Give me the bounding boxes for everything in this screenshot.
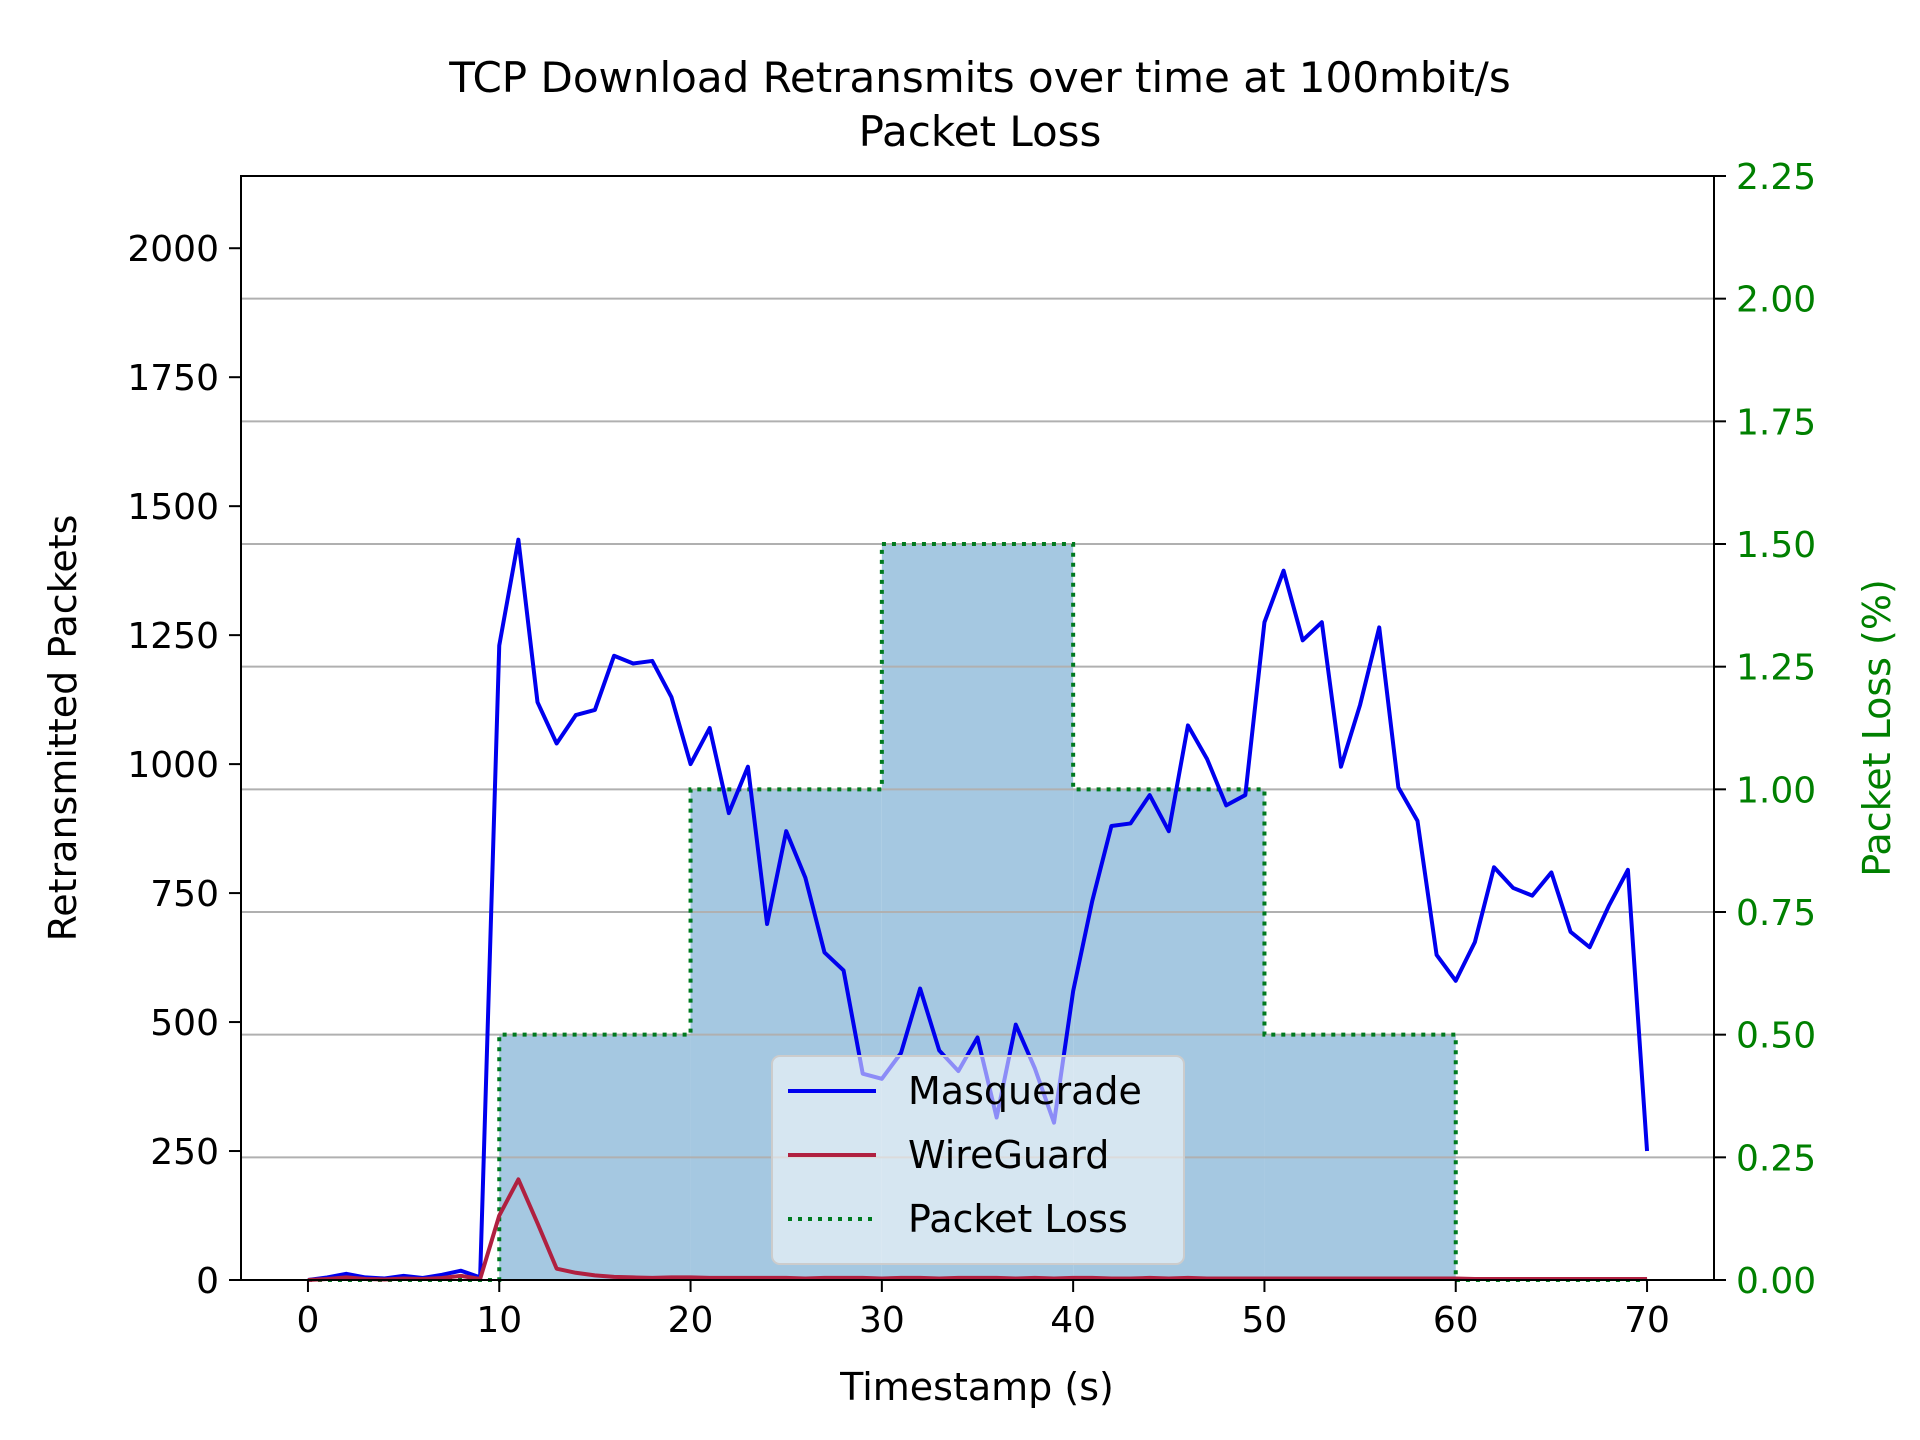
- x-tick-label: 50: [1242, 1300, 1288, 1341]
- y-tick-label: 750: [150, 874, 219, 915]
- y-tick-label: 0: [196, 1261, 219, 1302]
- legend-box: [771, 1055, 1185, 1265]
- y2-axis-ticks: 0.00 0.25 0.50 0.75 1.00 1.25 1.50 1.75 2.00 2.25: [1714, 157, 1816, 1302]
- y2-tick-label: 1.75: [1736, 402, 1816, 443]
- masquerade-series-line: [307, 537, 1650, 1282]
- y-tick-label: 1750: [127, 358, 219, 399]
- packet-loss-series-line: [307, 542, 1648, 1282]
- y2-tick-label: 1.50: [1736, 525, 1816, 566]
- y-tick-label: 1000: [127, 745, 219, 786]
- y-tick-label: 1500: [127, 487, 219, 528]
- series-layer: [307, 537, 1650, 1282]
- y-tick-label: 500: [150, 1003, 219, 1044]
- x-tick-label: 0: [297, 1300, 320, 1341]
- legend-label-masquerade: Masquerade: [908, 1069, 1142, 1113]
- y-tick-label: 2000: [127, 229, 219, 270]
- y2-tick-label: 0.75: [1736, 893, 1816, 934]
- packet-loss-line-layer: [307, 542, 1648, 1282]
- x-tick-label: 60: [1433, 1300, 1479, 1341]
- y2-tick-label: 0.25: [1736, 1138, 1816, 1179]
- wireguard-series-line: [307, 1177, 1648, 1282]
- x-tick-label: 40: [1050, 1300, 1096, 1341]
- legend: Masquerade WireGuard Packet Loss: [771, 1055, 1185, 1265]
- chart-title: TCP Download Retransmits over time at 10…: [448, 53, 1510, 102]
- plot-area-frame: [240, 175, 1715, 1281]
- y2-tick-label: 1.25: [1736, 648, 1816, 689]
- x-tick-label: 30: [859, 1300, 905, 1341]
- y2-axis-label: Packet Loss (%): [1855, 579, 1899, 877]
- y2-tick-label: 0.00: [1736, 1261, 1816, 1302]
- x-tick-label: 70: [1624, 1300, 1670, 1341]
- legend-label-packet-loss: Packet Loss: [908, 1197, 1128, 1241]
- y2-tick-label: 0.50: [1736, 1016, 1816, 1057]
- chart-subtitle: Packet Loss: [859, 107, 1102, 156]
- y2-tick-label: 1.00: [1736, 770, 1816, 811]
- y-tick-label: 250: [150, 1132, 219, 1173]
- y-axis-ticks: 0 250 500 750 1000 1250 1500 1750 2000: [127, 229, 241, 1302]
- y2-tick-label: 2.25: [1736, 157, 1816, 198]
- x-axis-label: Timestamp (s): [839, 1365, 1114, 1409]
- x-tick-label: 10: [476, 1300, 522, 1341]
- legend-label-wireguard: WireGuard: [908, 1133, 1109, 1177]
- x-axis-ticks: 0 10 20 30 40 50 60 70: [297, 1280, 1670, 1341]
- y-tick-label: 1250: [127, 616, 219, 657]
- y2-tick-label: 2.00: [1736, 280, 1816, 321]
- x-tick-label: 20: [668, 1300, 714, 1341]
- y-axis-label: Retransmitted Packets: [41, 515, 85, 942]
